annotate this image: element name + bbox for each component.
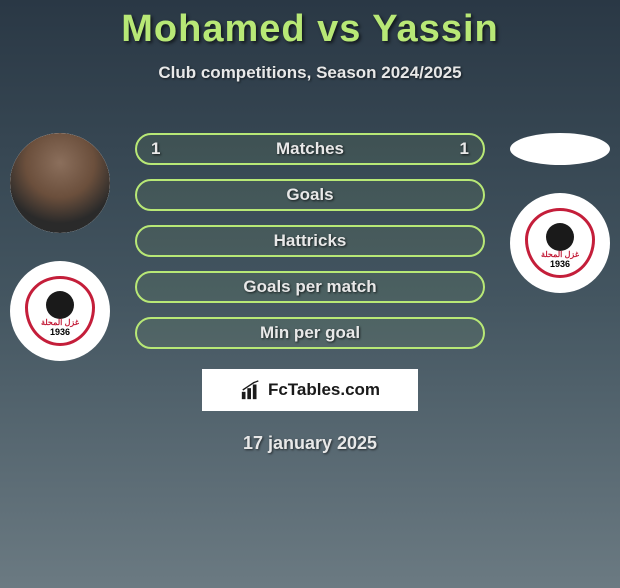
stat-right-value: 1 xyxy=(460,139,469,159)
stat-row-min-per-goal: Min per goal xyxy=(135,317,485,349)
brand-label: FcTables.com xyxy=(268,380,380,400)
page-title: Mohamed vs Yassin xyxy=(0,8,620,51)
right-player-column: غزل المحلة xyxy=(510,133,610,321)
stat-label: Hattricks xyxy=(274,231,347,251)
stat-label: Min per goal xyxy=(260,323,360,343)
stat-row-goals-per-match: Goals per match xyxy=(135,271,485,303)
stat-label: Matches xyxy=(276,139,344,159)
player-right-avatar xyxy=(510,133,610,165)
stat-label: Goals per match xyxy=(243,277,376,297)
stat-label: Goals xyxy=(286,185,333,205)
subtitle: Club competitions, Season 2024/2025 xyxy=(0,63,620,83)
date-label: 17 january 2025 xyxy=(0,433,620,454)
player-left-photo xyxy=(10,133,110,233)
team-right-logo: غزل المحلة xyxy=(510,193,610,293)
stat-row-hattricks: Hattricks xyxy=(135,225,485,257)
stat-row-goals: Goals xyxy=(135,179,485,211)
left-player-column: غزل المحلة xyxy=(10,133,110,389)
brand-box[interactable]: FcTables.com xyxy=(202,369,418,411)
team-left-logo: غزل المحلة xyxy=(10,261,110,361)
player-left-avatar xyxy=(10,133,110,233)
comparison-content: غزل المحلة غزل المحلة 1 Matches 1 Goals … xyxy=(0,133,620,454)
chart-icon xyxy=(240,379,262,401)
stat-row-matches: 1 Matches 1 xyxy=(135,133,485,165)
stat-left-value: 1 xyxy=(151,139,160,159)
